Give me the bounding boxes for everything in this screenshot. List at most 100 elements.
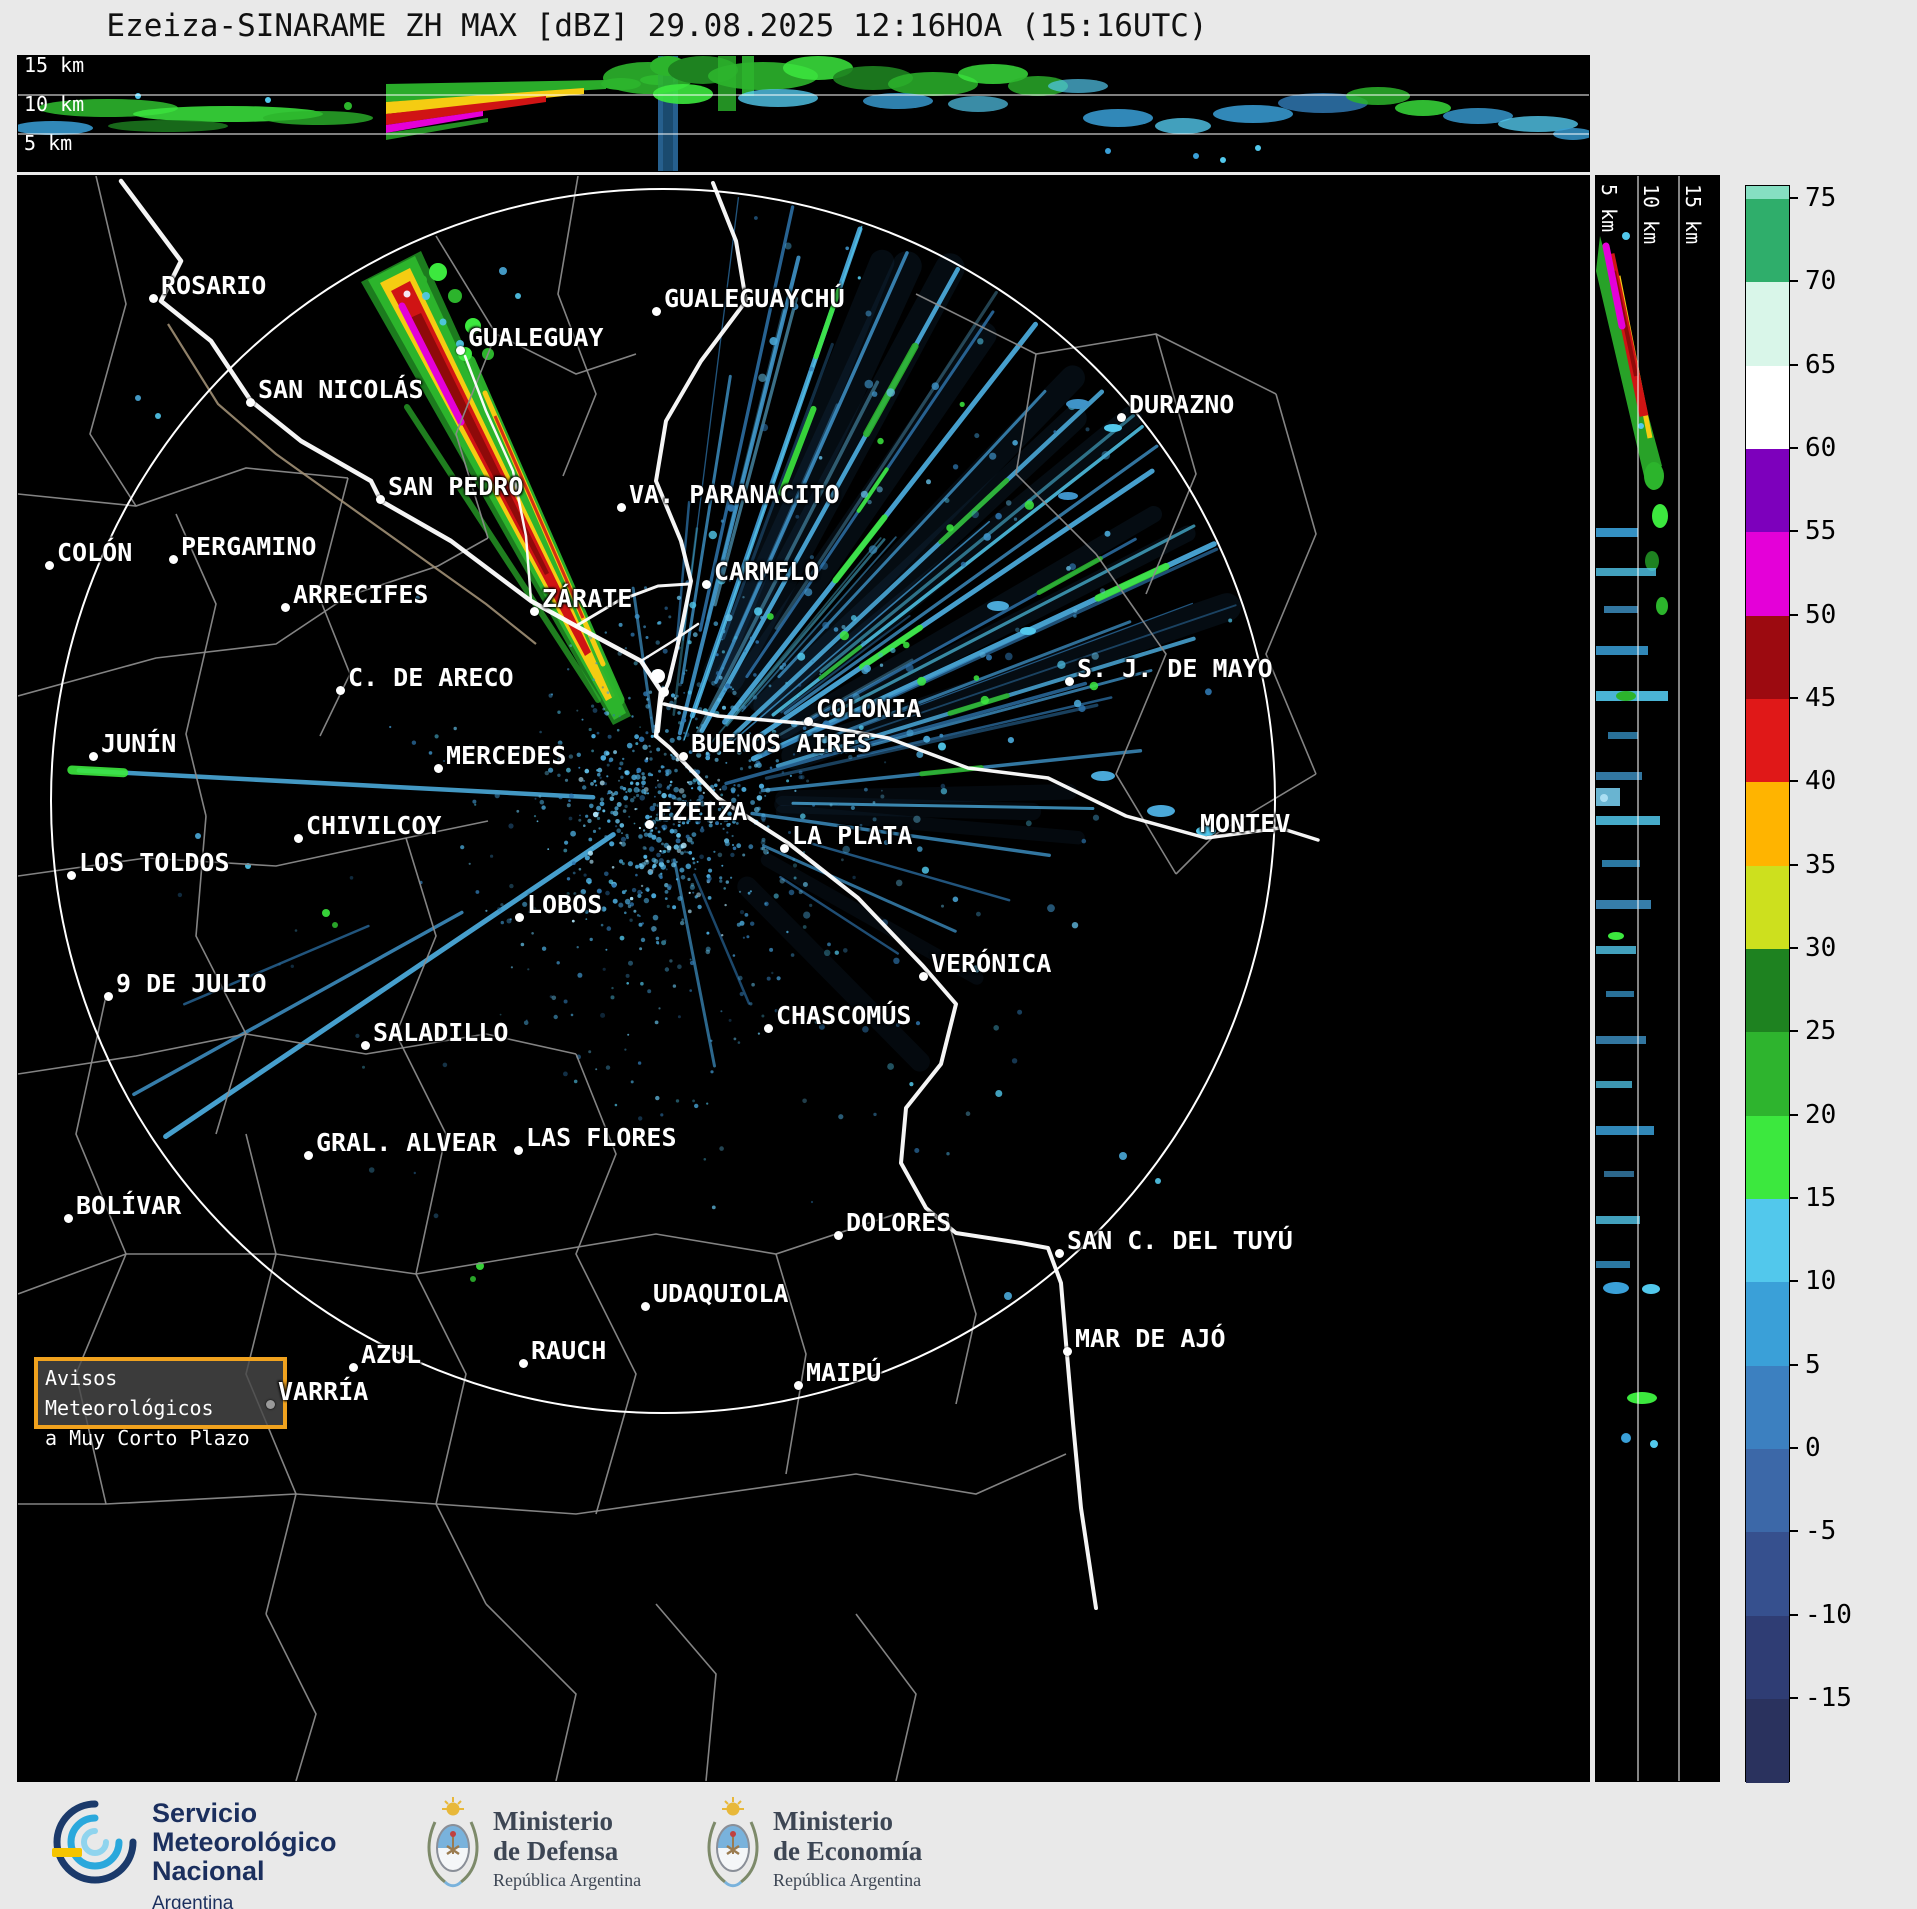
echo-dot [585, 815, 587, 818]
echo-dot [566, 892, 570, 896]
echo-haze-ray [774, 795, 1042, 821]
echo-dot [677, 1015, 681, 1019]
echo-dot [753, 673, 757, 677]
echo-dot [677, 964, 682, 969]
echo-dot [672, 905, 677, 910]
echo-dot [895, 879, 903, 887]
echo-dot [568, 816, 573, 821]
echo-dot [769, 766, 773, 770]
echo-dot [665, 772, 669, 777]
echo-dot [683, 691, 686, 694]
echo-dot [606, 691, 610, 694]
echo-dot [960, 561, 966, 567]
colorbar-tick-label: 60 [1805, 432, 1837, 463]
echo-dot [749, 636, 753, 640]
echo-dot [531, 932, 534, 935]
echo-dot [494, 793, 500, 799]
echo-dot [863, 664, 871, 673]
echo-dot [776, 976, 781, 981]
echo-dot [736, 922, 741, 927]
echo-dot [538, 795, 542, 798]
echo-dot [748, 759, 752, 763]
echo-dot [739, 991, 744, 997]
echo-dot [747, 891, 751, 895]
top-profile-canvas: 15 km 10 km 5 km [18, 56, 1589, 171]
height-axis-label: 5 km [24, 131, 72, 155]
echo-dot [598, 827, 601, 830]
echo-dot [793, 876, 797, 880]
echo-dot [737, 794, 740, 797]
echo-dot [657, 621, 662, 625]
echo-dot [635, 807, 638, 810]
page-title: Ezeiza-SINARAME ZH MAX [dBZ] 29.08.2025 … [106, 8, 1208, 44]
echo-dot [677, 896, 683, 901]
echo-dot [946, 524, 954, 532]
river [662, 702, 1320, 842]
echo-dot [630, 798, 635, 803]
echo-dot [549, 995, 553, 998]
echo-dot [824, 949, 831, 956]
echo-dot [845, 246, 849, 251]
echo-dot [1015, 627, 1020, 633]
echo-dot [500, 903, 504, 907]
colorbar-tick-label: 70 [1805, 266, 1837, 297]
echo-dot [640, 981, 644, 986]
echo-dot [659, 875, 663, 879]
echo-dot [475, 890, 480, 894]
admin-boundary [915, 293, 1277, 395]
warning-box[interactable]: Avisos Meteorológicos a Muy Corto Plazo [34, 1357, 287, 1450]
echo-dot [528, 910, 532, 914]
colorbar-tick-mark [1790, 780, 1798, 783]
echo-dot [699, 812, 703, 816]
echo-green-segment [67, 765, 129, 778]
admin-boundary [18, 1493, 717, 1515]
echo-dot [731, 797, 737, 803]
admin-boundary [1095, 553, 1177, 875]
colorbar-tick-mark [1790, 946, 1798, 949]
echo-dot [1005, 500, 1012, 506]
colorbar-segment [1746, 532, 1789, 616]
echo-dot [643, 897, 650, 904]
colorbar-tick-label: 65 [1805, 349, 1837, 380]
echo-dot [620, 841, 626, 847]
echo-dot [842, 845, 850, 854]
echo-dot [1091, 652, 1099, 660]
echo-dot [596, 769, 599, 772]
echo-dot [500, 920, 504, 925]
echo-green-segment [856, 467, 889, 513]
colorbar-tick-label: 35 [1805, 849, 1837, 880]
colorbar-tick-label: -5 [1805, 1516, 1837, 1547]
echo-dot [761, 1014, 765, 1018]
echo-dot [1066, 566, 1071, 571]
echo-dot [791, 302, 799, 311]
echo-dot [995, 512, 1002, 520]
echo-dot [692, 778, 697, 783]
echo-dot [782, 662, 787, 667]
echo-dot [640, 937, 646, 943]
admin-boundary [89, 176, 137, 507]
echo-dot [584, 909, 589, 914]
echo-dot [841, 625, 846, 629]
echo-dot [604, 631, 607, 634]
echo-dot [676, 848, 682, 853]
echo-dot [1078, 704, 1086, 713]
echo-dot [852, 875, 856, 880]
echo-dot [646, 888, 650, 892]
echo-dot [723, 690, 726, 693]
echo-dot [848, 754, 853, 760]
admin-boundary [1015, 353, 1097, 555]
admin-boundary [495, 333, 637, 375]
echo-dot [625, 790, 628, 794]
echo-dot [643, 832, 649, 837]
echo-dot [721, 650, 726, 654]
echo-spoke [777, 389, 1047, 679]
echo-dot [637, 789, 641, 792]
echo-dot [696, 726, 699, 729]
echo-dot [689, 960, 695, 966]
echo-dot [731, 843, 735, 847]
echo-dot [840, 752, 843, 754]
echo-dot [571, 861, 576, 865]
echo-dot [684, 800, 687, 803]
echo-dot [688, 850, 693, 855]
echo-speckle [135, 216, 1233, 1300]
